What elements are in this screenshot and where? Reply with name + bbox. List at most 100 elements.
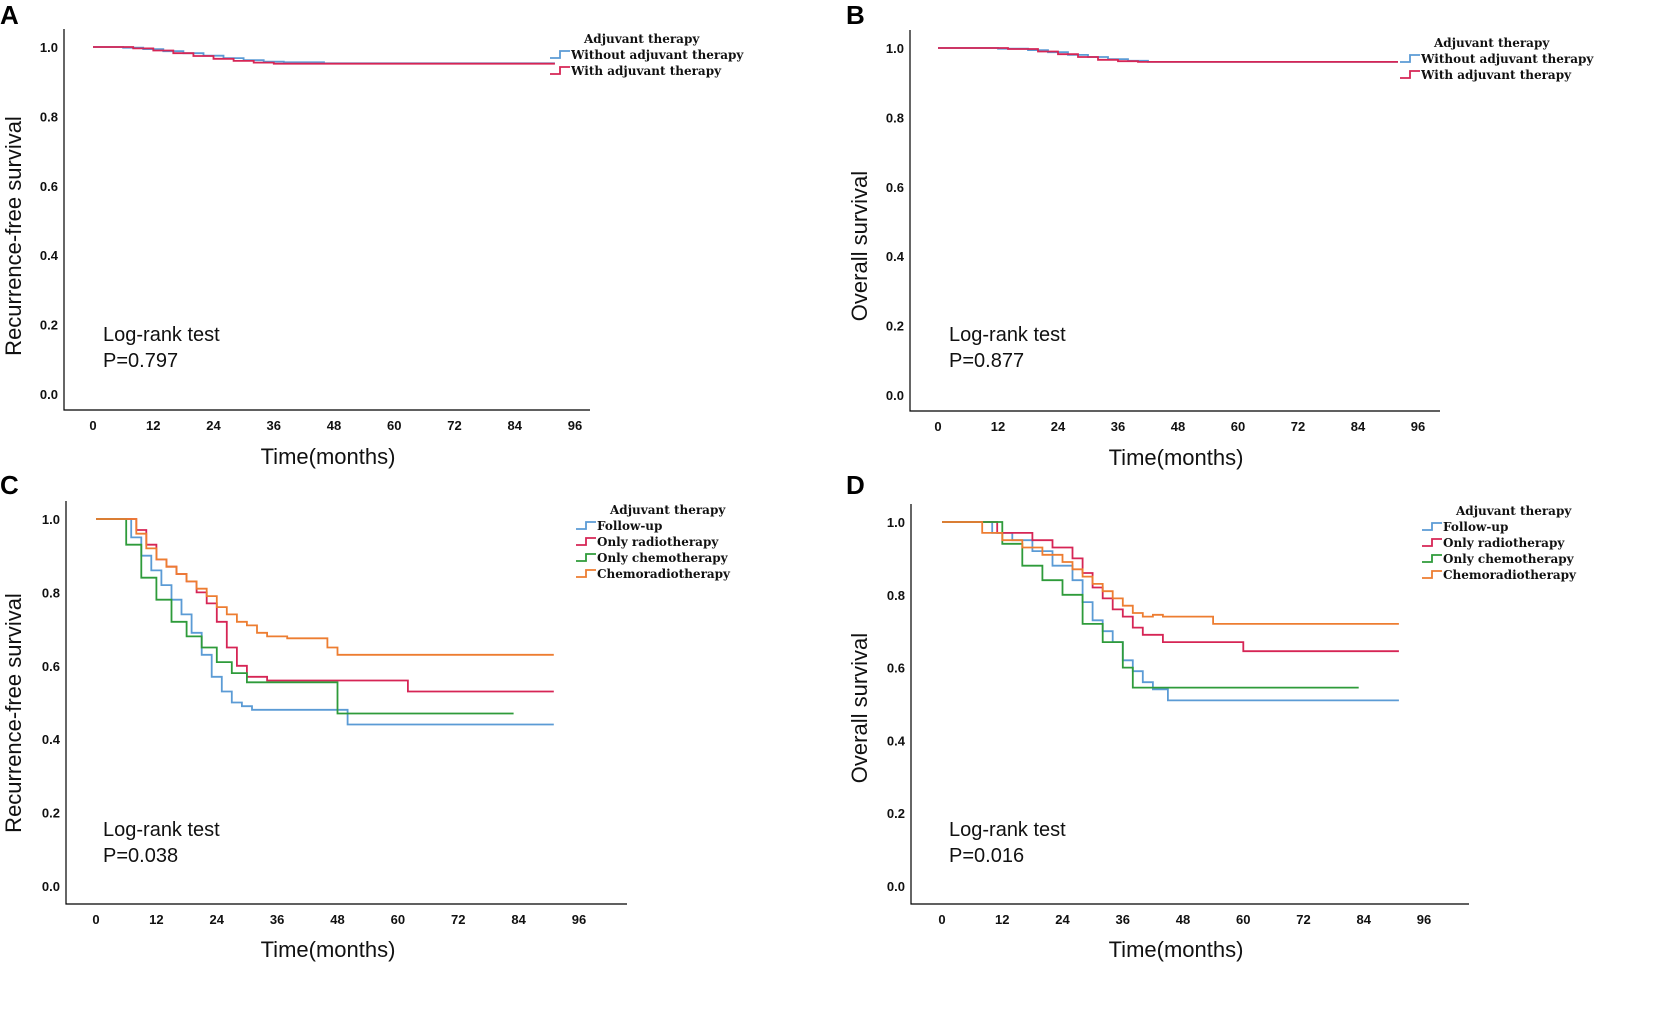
panel-d: D 0.0 0.2 0.4 0.6 0.8 1.0 0 12 24 36 48 60 72 84 96 Time… — [846, 470, 1577, 962]
legend-label: Without adjuvant therapy — [1420, 52, 1594, 66]
x-tick-label: 12 — [149, 912, 163, 927]
legend-swatch — [1422, 522, 1442, 531]
x-tick-label: 60 — [1231, 419, 1245, 434]
x-tick-label: 36 — [1116, 912, 1130, 927]
y-axis-title: Overall survival — [847, 171, 872, 321]
stat-test-label: Log-rank test — [103, 819, 220, 841]
x-tick-label: 48 — [327, 418, 341, 433]
legend-label: Only chemotherapy — [1443, 552, 1575, 566]
x-tick-label: 84 — [508, 418, 523, 433]
x-tick-label: 12 — [991, 419, 1005, 434]
x-tick-label: 48 — [330, 912, 344, 927]
y-tick-label: 0.6 — [886, 180, 904, 195]
x-axis-title: Time(months) — [261, 937, 396, 962]
x-tick-label: 72 — [1291, 419, 1305, 434]
stat-test-label: Log-rank test — [949, 324, 1066, 346]
panel-letter: B — [846, 0, 865, 30]
y-tick-label: 0.6 — [887, 661, 905, 676]
legend-label: Chemoradiotherapy — [1443, 568, 1577, 582]
series-curve-1 — [938, 47, 1398, 63]
legend-swatch — [576, 521, 596, 530]
x-axis-title: Time(months) — [1109, 445, 1244, 470]
panel-b: B 0.0 0.2 0.4 0.6 0.8 1.0 0 12 24 36 48 60 72 84 96 Time… — [846, 0, 1594, 470]
x-tick-label: 36 — [1111, 419, 1125, 434]
legend-label: Follow-up — [597, 519, 662, 533]
legend-label: Only radiotherapy — [1443, 536, 1565, 550]
x-tick-label: 96 — [1417, 912, 1431, 927]
legend-title: Adjuvant therapy — [583, 32, 700, 46]
legend-swatch — [550, 50, 570, 59]
legend-swatch — [1422, 538, 1442, 547]
legend-title: Adjuvant therapy — [1455, 504, 1572, 518]
x-tick-label: 60 — [387, 418, 401, 433]
x-tick-label: 0 — [92, 912, 99, 927]
y-tick-label: 0.2 — [40, 318, 58, 333]
legend-swatch — [1400, 70, 1420, 79]
legend-swatch — [1422, 554, 1442, 563]
x-tick-label: 36 — [270, 912, 284, 927]
y-tick-label: 1.0 — [886, 41, 904, 56]
stat-test-label: Log-rank test — [949, 819, 1066, 841]
y-tick-label: 0.8 — [887, 588, 905, 603]
y-tick-label: 1.0 — [887, 515, 905, 530]
y-axis-title: Recurrence-free survival — [1, 116, 26, 356]
y-tick-label: 0.4 — [40, 248, 59, 263]
legend-label: Chemoradiotherapy — [597, 567, 731, 581]
stat-p-value: P=0.016 — [949, 845, 1024, 867]
legend-swatch — [550, 66, 570, 75]
legend-swatch — [576, 553, 596, 562]
x-tick-label: 48 — [1171, 419, 1185, 434]
y-tick-label: 0.4 — [886, 249, 905, 264]
y-tick-label: 1.0 — [40, 40, 58, 55]
legend-label: Without adjuvant therapy — [570, 48, 744, 62]
y-tick-label: 0.0 — [40, 387, 58, 402]
stat-p-value: P=0.038 — [103, 845, 178, 867]
x-tick-label: 48 — [1176, 912, 1190, 927]
legend-title: Adjuvant therapy — [609, 503, 726, 517]
legend-label: Follow-up — [1443, 520, 1508, 534]
series-curve-2 — [96, 518, 554, 693]
x-tick-label: 0 — [89, 418, 96, 433]
y-tick-label: 0.6 — [40, 179, 58, 194]
y-tick-label: 0.8 — [42, 585, 60, 600]
panels-container: A 0.0 0.2 0.4 0.6 0.8 1.0 0 12 24 36 48 60 72 84 96 Time… — [0, 0, 1594, 962]
legend-swatch — [576, 569, 596, 578]
series-curve-2 — [93, 46, 555, 65]
x-tick-label: 96 — [568, 418, 582, 433]
x-tick-label: 72 — [451, 912, 465, 927]
x-tick-label: 12 — [146, 418, 160, 433]
legend-title: Adjuvant therapy — [1433, 36, 1550, 50]
y-tick-label: 0.0 — [887, 879, 905, 894]
x-tick-label: 24 — [1055, 912, 1070, 927]
y-tick-label: 0.8 — [40, 109, 58, 124]
series-curve-4 — [96, 518, 554, 656]
series-curve-3 — [942, 521, 1359, 689]
axis-frame — [63, 29, 590, 411]
panel-a: A 0.0 0.2 0.4 0.6 0.8 1.0 0 12 24 36 48 60 72 84 96 Time… — [0, 0, 744, 469]
panel-letter: C — [0, 470, 19, 500]
x-axis-title: Time(months) — [261, 444, 396, 469]
y-axis-title: Recurrence-free survival — [1, 593, 26, 833]
y-tick-label: 0.2 — [887, 806, 905, 821]
stat-test-label: Log-rank test — [103, 324, 220, 346]
series-curve-4 — [942, 521, 1399, 625]
legend-label: Only chemotherapy — [597, 551, 729, 565]
panel-letter: A — [0, 0, 19, 30]
series-curve-1 — [93, 46, 555, 65]
legend-label: Only radiotherapy — [597, 535, 719, 549]
series-curve-1 — [942, 521, 1399, 702]
legend-swatch — [1422, 570, 1442, 579]
x-tick-label: 72 — [447, 418, 461, 433]
y-tick-label: 0.4 — [42, 732, 61, 747]
y-tick-label: 0.6 — [42, 659, 60, 674]
x-tick-label: 84 — [1351, 419, 1366, 434]
x-tick-label: 84 — [1357, 912, 1372, 927]
x-tick-label: 24 — [1051, 419, 1066, 434]
y-tick-label: 0.4 — [887, 733, 906, 748]
axis-frame — [909, 30, 1440, 412]
y-axis-title: Overall survival — [847, 633, 872, 783]
x-tick-label: 36 — [267, 418, 281, 433]
y-tick-label: 0.2 — [886, 319, 904, 334]
x-tick-label: 84 — [511, 912, 526, 927]
